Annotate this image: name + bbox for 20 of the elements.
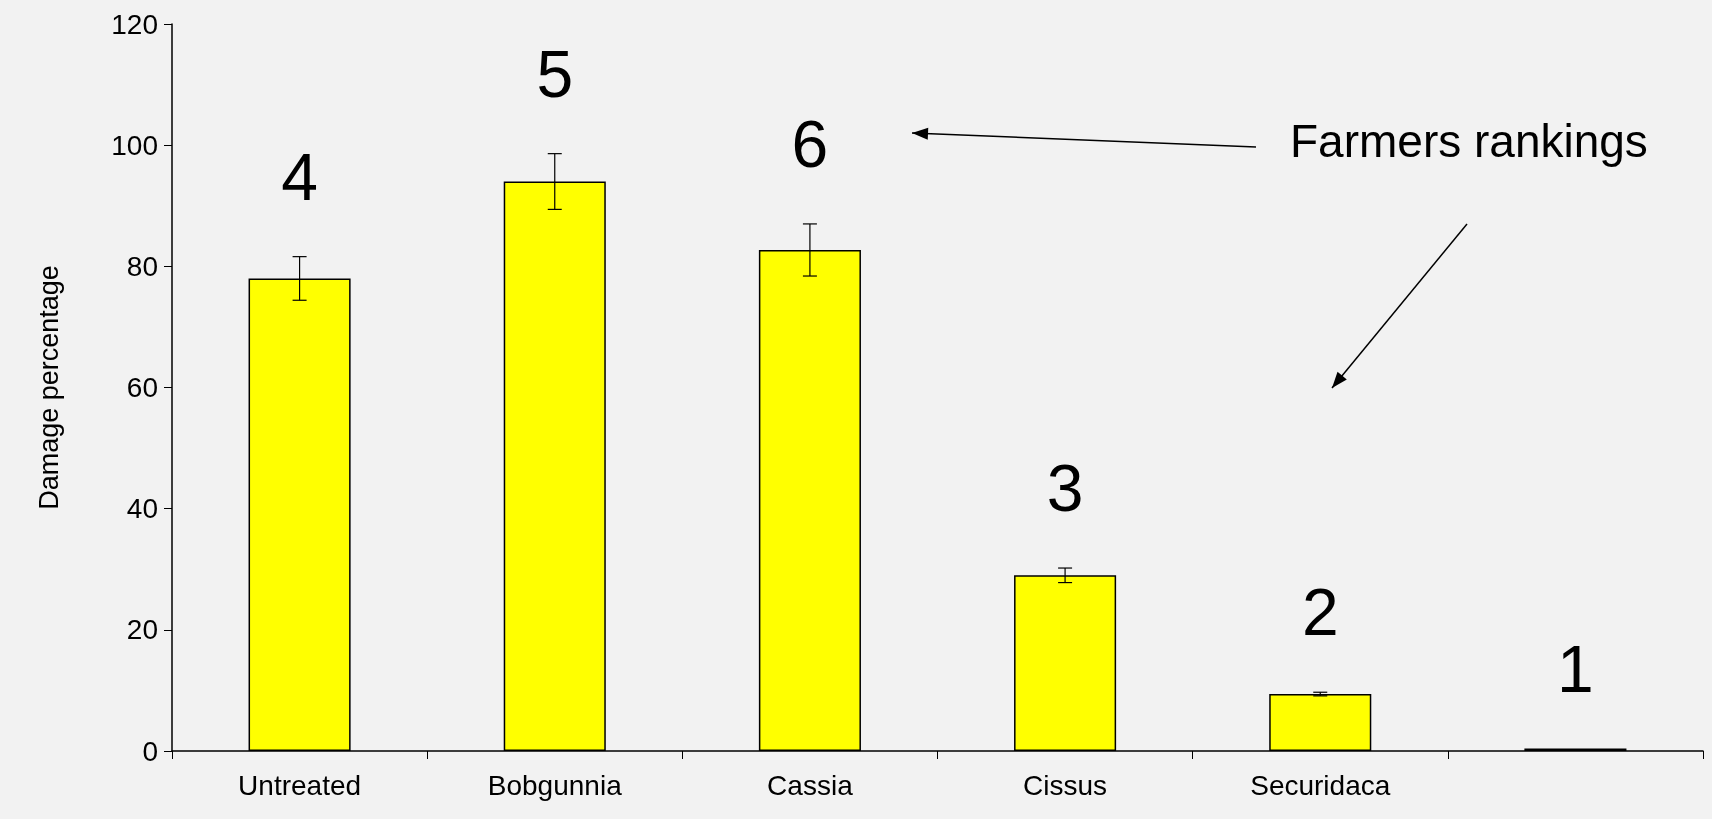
y-tick-label: 60 xyxy=(126,372,158,403)
y-tick-label: 40 xyxy=(126,493,158,525)
y-tick-label: 100 xyxy=(111,129,158,161)
y-tick-label: 80 xyxy=(126,250,158,282)
y-axis-title: Damage percentage xyxy=(33,265,64,510)
annotation: 5 xyxy=(536,36,574,111)
x-tick-label: Cassia xyxy=(767,769,854,801)
annotation: 4 xyxy=(281,139,318,214)
annotation: 3 xyxy=(1046,451,1084,526)
x-tick-label: Bobgunnia xyxy=(487,769,623,801)
annotation: Farmers rankings xyxy=(1290,115,1648,167)
annotation: 1 xyxy=(1557,631,1594,706)
y-tick-label: 120 xyxy=(111,8,158,40)
x-tick-label: Untreated xyxy=(238,769,362,801)
x-tick-label: Cissus xyxy=(1023,769,1108,801)
annotation: 6 xyxy=(791,106,829,181)
y-tick-label: 0 xyxy=(142,735,158,767)
x-tick-label: Securidaca xyxy=(1250,769,1391,801)
annotation: 2 xyxy=(1301,575,1339,650)
y-tick-label: 20 xyxy=(126,614,158,646)
